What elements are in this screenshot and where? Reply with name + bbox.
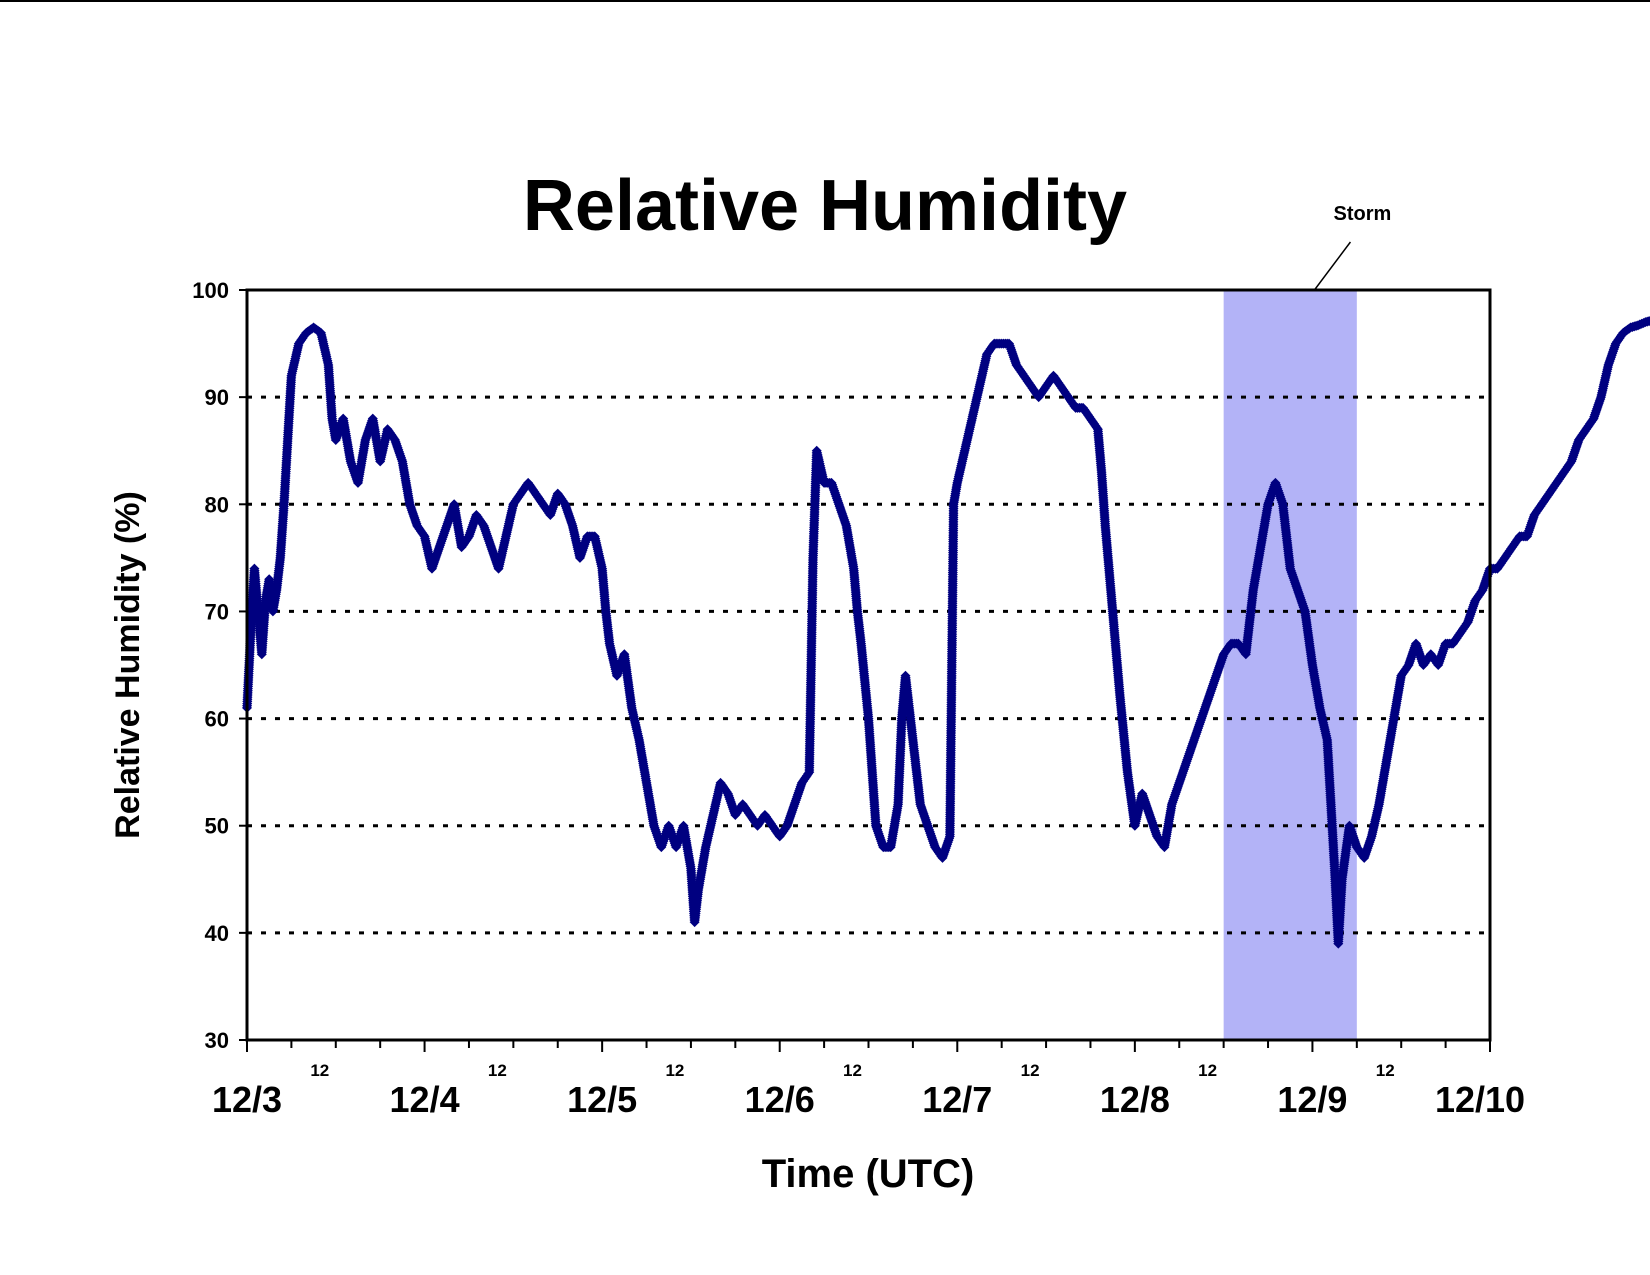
y-tick-label: 50 xyxy=(205,814,229,839)
x-day-label: 12/3 xyxy=(212,1079,282,1120)
storm-annotation-line xyxy=(1313,241,1352,291)
x-midday-label: 12 xyxy=(488,1061,507,1080)
x-day-label: 12/7 xyxy=(922,1079,992,1120)
x-axis-ticks: 12/3 12/4 12/5 12/6 12/7 12/8 12/9 12/10 12 12 12 1… xyxy=(212,1040,1525,1120)
y-tick-label: 100 xyxy=(192,278,229,303)
x-day-label: 12/10 xyxy=(1435,1079,1525,1120)
x-midday-label: 12 xyxy=(1198,1061,1217,1080)
chart-title: Relative Humidity xyxy=(522,166,1128,246)
y-axis-label: Relative Humidity (%) xyxy=(109,491,147,839)
x-day-label: 12/5 xyxy=(567,1079,637,1120)
x-axis-label: Time (UTC) xyxy=(762,1152,975,1196)
y-tick-label: 60 xyxy=(205,707,229,732)
top-border-line xyxy=(0,0,1650,2)
y-tick-label: 90 xyxy=(205,385,229,410)
data-point xyxy=(1647,317,1650,323)
x-midday-label: 12 xyxy=(1376,1061,1395,1080)
storm-annotation-label: Storm xyxy=(1334,203,1392,225)
y-tick-label: 30 xyxy=(205,1028,229,1053)
x-day-label: 12/9 xyxy=(1277,1079,1347,1120)
y-tick-label: 40 xyxy=(205,921,229,946)
x-midday-label: 12 xyxy=(843,1061,862,1080)
x-day-label: 12/8 xyxy=(1100,1079,1170,1120)
x-day-label: 12/6 xyxy=(745,1079,815,1120)
x-midday-label: 12 xyxy=(665,1061,684,1080)
x-midday-label: 12 xyxy=(1021,1061,1040,1080)
data-points xyxy=(242,316,1650,949)
y-tick-label: 80 xyxy=(205,492,229,517)
x-day-label: 12/4 xyxy=(390,1079,460,1120)
data-point xyxy=(1645,316,1650,325)
x-midday-label: 12 xyxy=(310,1061,329,1080)
y-tick-label: 70 xyxy=(205,599,229,624)
y-axis-ticks: 30 40 50 60 70 80 90 100 xyxy=(192,278,247,1053)
